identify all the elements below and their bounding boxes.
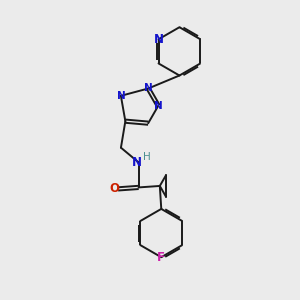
Text: F: F: [157, 251, 165, 264]
Text: N: N: [144, 83, 153, 94]
Text: N: N: [132, 156, 142, 169]
Text: N: N: [116, 91, 125, 101]
Text: H: H: [143, 152, 151, 161]
Text: O: O: [110, 182, 119, 195]
Text: N: N: [154, 101, 163, 111]
Text: N: N: [154, 33, 164, 46]
